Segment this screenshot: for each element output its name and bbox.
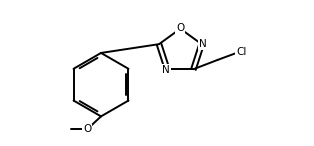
Text: N: N [199,39,206,49]
Text: O: O [176,23,184,33]
Text: O: O [83,124,91,134]
Text: Cl: Cl [236,47,246,57]
Text: N: N [162,65,170,75]
